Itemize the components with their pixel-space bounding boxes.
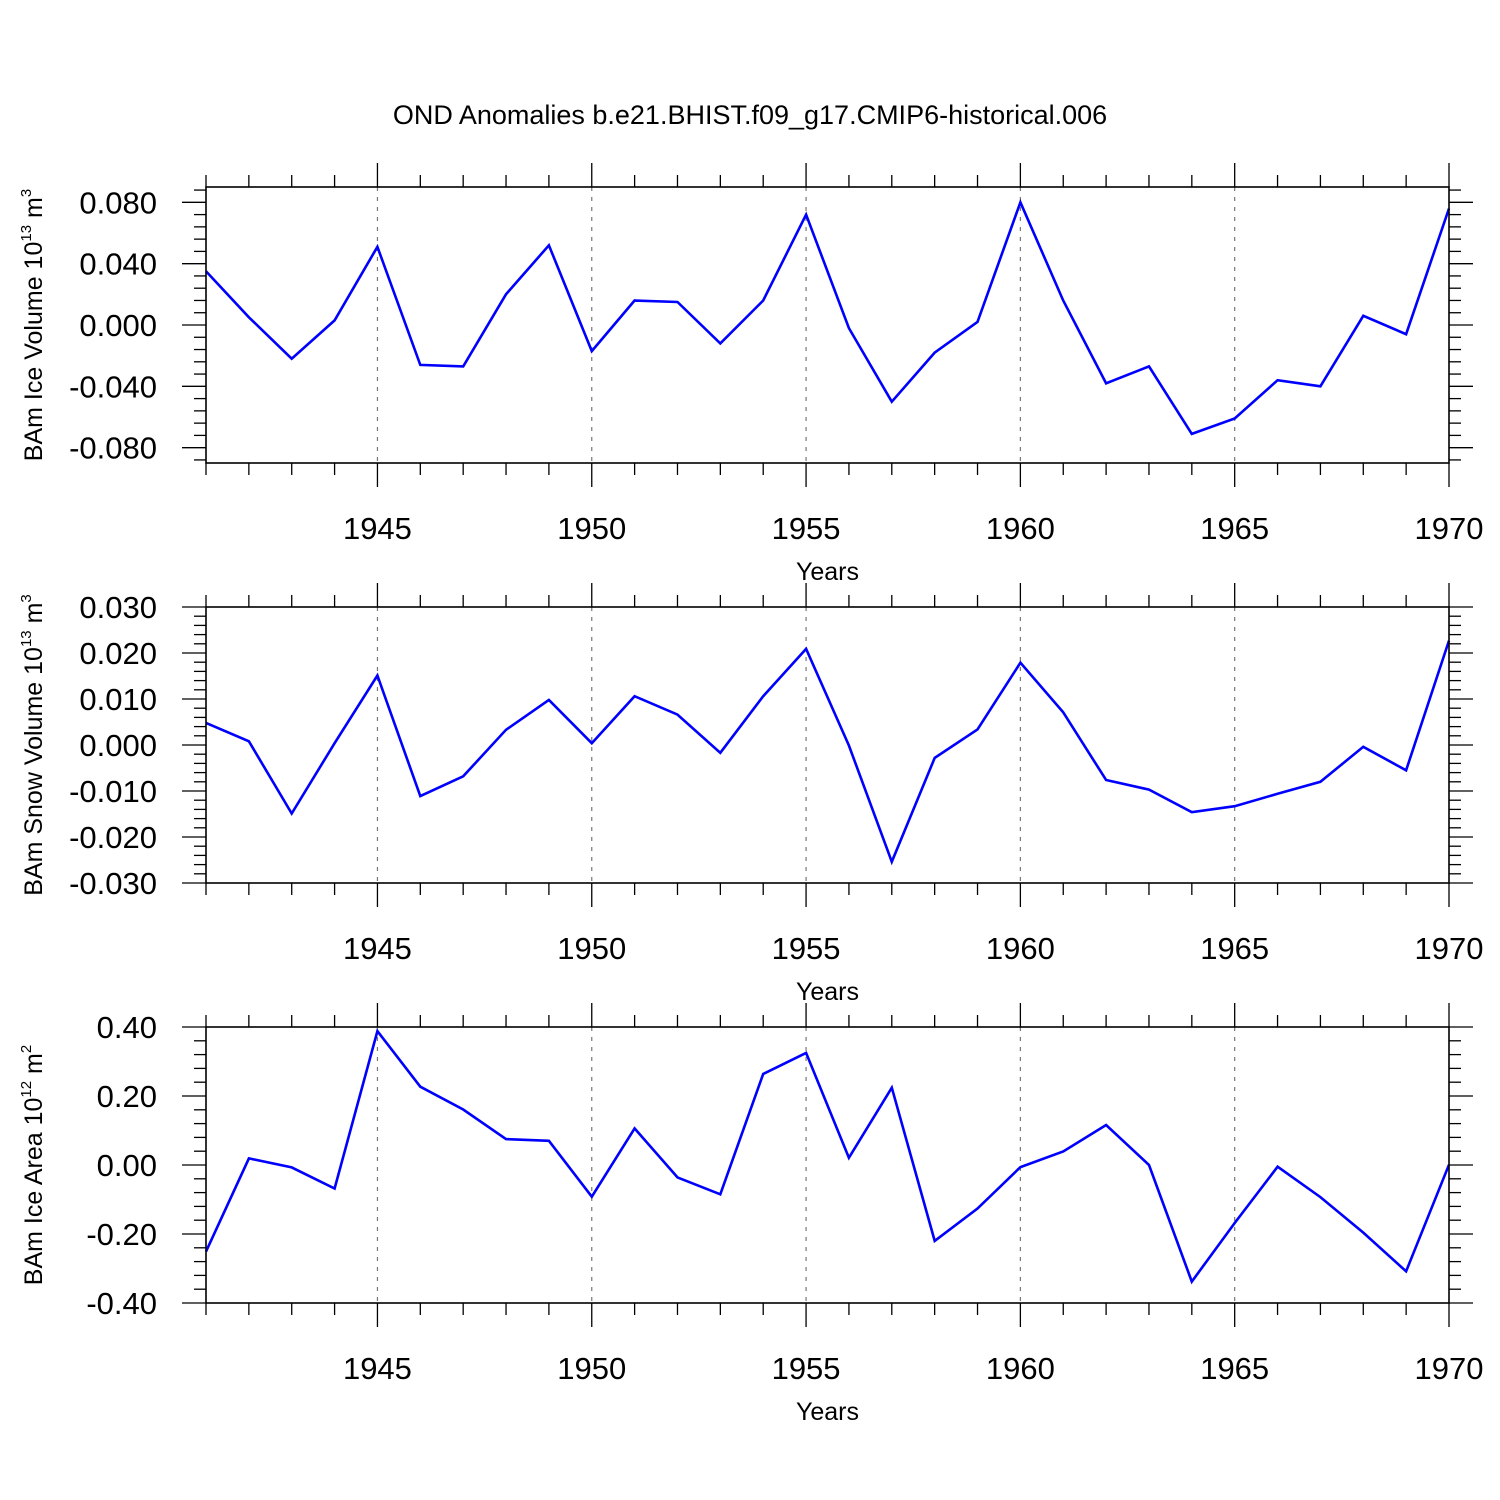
y-axis-label: BAm Snow Volume 1013 m3 (18, 594, 48, 896)
y-tick-label: 0.040 (79, 247, 157, 282)
plot-frame (205, 186, 1450, 464)
chart-title: OND Anomalies b.e21.BHIST.f09_g17.CMIP6-… (393, 100, 1107, 130)
x-tick-label: 1955 (772, 931, 841, 966)
y-axis-label-part: m (20, 197, 48, 225)
y-axis-label-part: BAm Ice Area 10 (20, 1098, 48, 1286)
y-axis-label: BAm Ice Volume 1013 m3 (18, 189, 48, 461)
y-tick-label: -0.080 (69, 431, 157, 466)
x-tick-label: 1970 (1415, 1351, 1484, 1386)
x-tick-label: 1970 (1415, 511, 1484, 546)
y-axis-label: BAm Ice Area 1012 m2 (18, 1045, 48, 1285)
y-axis-label-superscript: 2 (18, 1045, 35, 1053)
y-tick-label: 0.030 (79, 590, 157, 625)
panels-group: -0.080 -0.040 0.000 0.040 0.080 1945 1950 1955 1… (18, 163, 1483, 1426)
chart-panel-1: -0.080 -0.040 0.000 0.040 0.080 1945 1950 1955 1… (18, 163, 1483, 586)
y-tick-label: -0.010 (69, 774, 157, 809)
x-tick-label: 1945 (343, 1351, 412, 1386)
x-tick-label: 1960 (986, 1351, 1055, 1386)
y-tick-label: 0.40 (97, 1010, 157, 1045)
y-axis-label-part: m (20, 1053, 48, 1081)
y-tick-label: 0.080 (79, 185, 157, 220)
x-axis-label: Years (796, 978, 859, 1006)
x-tick-label: 1960 (986, 931, 1055, 966)
x-axis-label: Years (796, 558, 859, 586)
y-tick-label: 0.000 (79, 308, 157, 343)
x-tick-label: 1950 (557, 1351, 626, 1386)
x-tick-label: 1970 (1415, 931, 1484, 966)
series-line (205, 640, 1451, 866)
x-tick-label: 1965 (1200, 1351, 1269, 1386)
y-tick-label: 0.000 (79, 728, 157, 763)
plot-frame (205, 606, 1450, 884)
series-line (204, 1028, 1451, 1285)
y-tick-label: 0.00 (97, 1148, 157, 1183)
y-tick-label: -0.40 (86, 1286, 157, 1321)
plot-frame (205, 1026, 1450, 1304)
x-axis-label: Years (796, 1398, 859, 1426)
x-tick-label: 1965 (1200, 931, 1269, 966)
y-axis-label-part: BAm Ice Volume 10 (20, 242, 48, 462)
y-tick-label: -0.020 (69, 820, 157, 855)
y-axis-label-superscript: 12 (18, 1081, 35, 1098)
x-tick-label: 1950 (557, 931, 626, 966)
y-tick-label: 0.010 (79, 682, 157, 717)
y-tick-label: 0.020 (79, 636, 157, 671)
x-tick-label: 1965 (1200, 511, 1269, 546)
y-axis-label-superscript: 13 (18, 225, 35, 242)
chart-panel-3: -0.40 -0.20 0.00 0.20 0.40 1945 1950 1955 1960 19… (18, 1003, 1483, 1426)
chart-panel-2: -0.030 -0.020 -0.010 0.000 0.010 0.020 0.030 19… (18, 583, 1483, 1006)
y-axis-label-part: BAm Snow Volume 10 (20, 647, 48, 896)
x-tick-label: 1955 (772, 1351, 841, 1386)
y-tick-label: -0.040 (69, 369, 157, 404)
y-tick-label: -0.030 (69, 866, 157, 901)
x-tick-label: 1955 (772, 511, 841, 546)
y-tick-label: -0.20 (86, 1217, 157, 1252)
x-tick-label: 1945 (343, 511, 412, 546)
y-axis-label-superscript: 13 (18, 630, 35, 647)
series-line (205, 198, 1451, 436)
x-tick-label: 1960 (986, 511, 1055, 546)
y-axis-label-superscript: 3 (18, 189, 35, 197)
y-axis-label-part: m (20, 603, 48, 631)
y-tick-label: 0.20 (97, 1079, 157, 1114)
y-axis-label-superscript: 3 (18, 594, 35, 602)
x-tick-label: 1945 (343, 931, 412, 966)
x-tick-label: 1950 (557, 511, 626, 546)
